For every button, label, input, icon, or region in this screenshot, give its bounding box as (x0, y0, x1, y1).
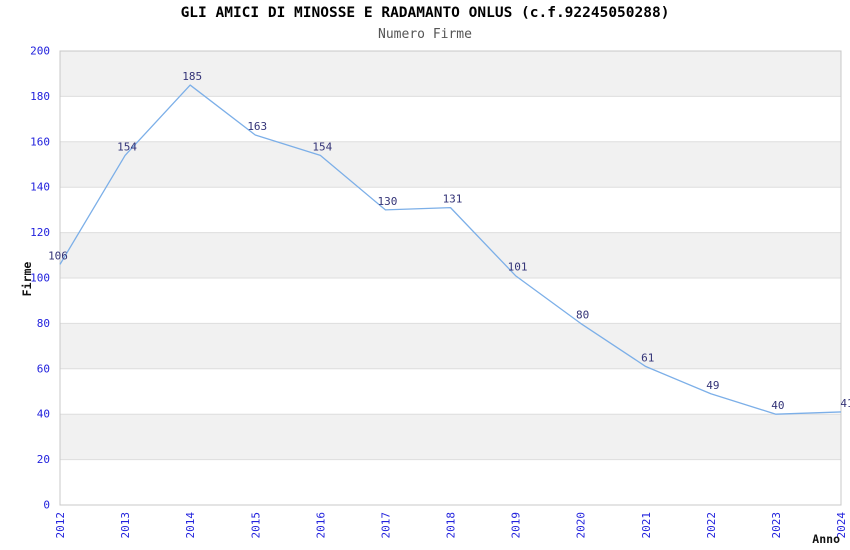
value-label: 106 (48, 249, 68, 262)
y-tick-label: 40 (37, 408, 50, 421)
value-label: 61 (641, 352, 654, 365)
value-label: 131 (443, 193, 463, 206)
x-tick-label: 2014 (184, 512, 197, 539)
x-tick-label: 2013 (119, 512, 132, 539)
value-label: 41 (840, 397, 850, 410)
chart-title: GLI AMICI DI MINOSSE E RADAMANTO ONLUS (… (180, 5, 670, 21)
grid-band (60, 51, 841, 97)
grid-band (60, 323, 841, 369)
y-tick-label: 60 (37, 362, 50, 375)
x-tick-label: 2017 (379, 512, 392, 539)
x-tick-label: 2019 (510, 512, 523, 539)
value-label: 154 (312, 140, 332, 153)
y-tick-label: 0 (43, 499, 50, 512)
value-label: 185 (182, 70, 202, 83)
x-tick-label: 2021 (640, 512, 653, 539)
x-tick-label: 2022 (705, 512, 718, 539)
data-line (59, 84, 842, 415)
x-tick-label: 2016 (314, 512, 327, 539)
y-tick-label: 80 (37, 317, 50, 330)
x-tick-label: 2015 (249, 512, 262, 539)
x-tick-label: 2018 (445, 512, 458, 539)
y-tick-label: 200 (30, 45, 50, 58)
y-tick-label: 180 (30, 90, 50, 103)
x-tick-label: 2024 (835, 512, 848, 539)
x-axis-title: Anno (812, 532, 840, 546)
grid-band (60, 232, 841, 278)
value-label: 154 (117, 140, 137, 153)
value-label: 163 (247, 120, 267, 133)
value-label: 101 (508, 261, 528, 274)
plot-border (59, 50, 842, 506)
y-axis-title: Firme (20, 262, 34, 297)
chart-subtitle: Numero Firme (378, 27, 472, 42)
y-tick-label: 120 (30, 226, 50, 239)
y-tick-label: 100 (30, 272, 50, 285)
y-tick-label: 160 (30, 135, 50, 148)
grid-band (60, 414, 841, 460)
y-tick-label: 140 (30, 181, 50, 194)
grid-band (60, 141, 841, 188)
value-label: 40 (771, 399, 784, 412)
y-tick-label: 20 (37, 453, 50, 466)
x-tick-label: 2020 (575, 512, 588, 539)
value-label: 80 (576, 308, 589, 321)
x-tick-label: 2012 (54, 512, 67, 539)
value-label: 130 (377, 195, 397, 208)
x-tick-label: 2023 (770, 512, 783, 539)
value-label: 49 (706, 379, 719, 392)
